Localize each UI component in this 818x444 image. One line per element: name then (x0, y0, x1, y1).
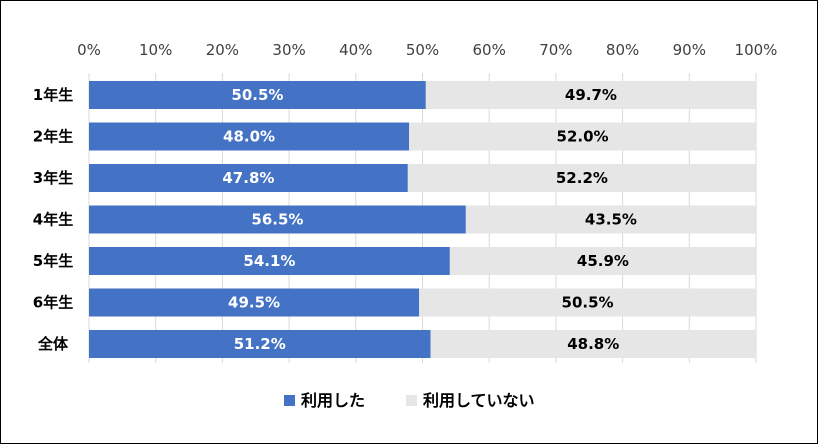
bar-segment (89, 330, 431, 358)
data-label: 52.2% (556, 169, 608, 187)
x-tick-label: 20% (206, 41, 239, 59)
data-label: 49.7% (565, 86, 617, 104)
category-label: 1年生 (33, 86, 73, 104)
x-tick-label: 30% (272, 41, 305, 59)
bar-segment (89, 247, 450, 275)
data-label: 56.5% (251, 211, 303, 229)
bar-segment (89, 81, 426, 109)
data-label: 54.1% (243, 252, 295, 270)
x-tick-label: 0% (77, 41, 101, 59)
legend-swatch (284, 395, 295, 406)
category-label: 3年生 (33, 169, 73, 187)
data-label: 47.8% (222, 169, 274, 187)
x-tick-label: 60% (473, 41, 506, 59)
x-tick-label: 100% (735, 41, 778, 59)
bar-segment (407, 164, 756, 192)
bar-segment (419, 288, 756, 317)
bar-segment (89, 205, 466, 234)
bar-segment (89, 288, 420, 317)
x-tick-label: 10% (139, 41, 172, 59)
category-label: 全体 (37, 335, 69, 353)
data-label: 51.2% (234, 335, 286, 353)
data-label: 52.0% (557, 128, 609, 146)
category-label: 6年生 (33, 294, 73, 312)
bar-segment (449, 247, 756, 275)
category-label: 2年生 (33, 128, 73, 146)
legend-label: 利用した (301, 391, 365, 410)
x-tick-label: 40% (339, 41, 372, 59)
data-label: 49.5% (228, 294, 280, 312)
x-tick-label: 90% (673, 41, 706, 59)
category-label: 5年生 (33, 252, 73, 270)
category-label: 4年生 (33, 211, 73, 229)
bar-segment (425, 81, 756, 109)
bar-segment (409, 122, 756, 151)
data-label: 45.9% (577, 252, 629, 270)
data-label: 48.8% (567, 335, 619, 353)
bar-segment (89, 164, 408, 192)
data-label: 48.0% (223, 128, 275, 146)
legend-swatch (406, 395, 417, 406)
x-tick-label: 70% (539, 41, 572, 59)
data-label: 43.5% (585, 211, 637, 229)
x-tick-label: 80% (606, 41, 639, 59)
data-label: 50.5% (231, 86, 283, 104)
bar-segment (465, 205, 756, 234)
x-tick-label: 50% (406, 41, 439, 59)
data-label: 50.5% (562, 294, 614, 312)
bar-segment (430, 330, 756, 358)
legend-label: 利用していない (423, 391, 535, 410)
bar-segment (89, 122, 410, 151)
